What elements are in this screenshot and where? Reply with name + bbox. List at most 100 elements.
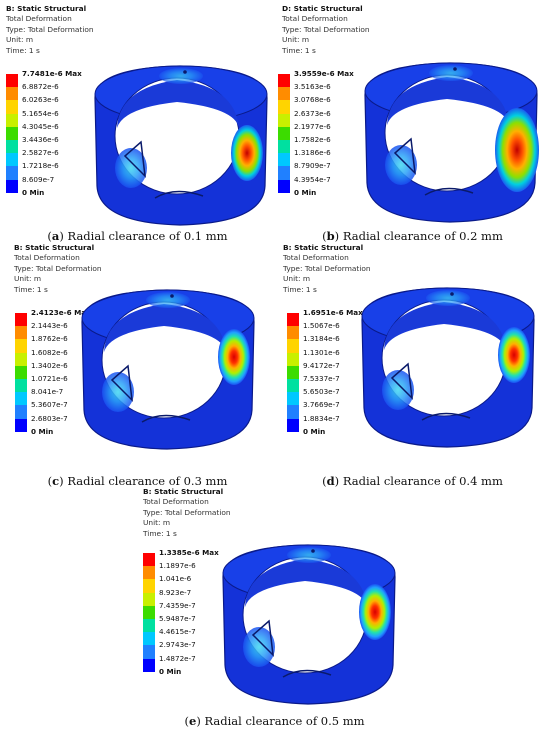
legend-swatch [287, 313, 299, 327]
legend-swatch [6, 74, 18, 88]
legend-min-label: 0 Min [294, 187, 317, 197]
legend-tick-label: 5.9487e-7 [159, 614, 196, 623]
max-deformation-zone [495, 108, 539, 192]
bore-slot [141, 414, 191, 423]
header-line1: Total Deformation [14, 253, 80, 263]
header-title: B: Static Structural [14, 243, 95, 252]
bore-slot [393, 137, 416, 176]
oil-hole [453, 67, 457, 71]
legend-tick-label: 1.5067e-6 [303, 321, 340, 331]
bore-slot [110, 364, 133, 403]
header-line3: Unit: m [6, 35, 34, 45]
caption-letter: d [326, 474, 335, 488]
deformation-ring-image [81, 289, 255, 450]
header-line1: Total Deformation [143, 497, 209, 507]
legend-min-label: 0 Min [159, 666, 182, 676]
max-deformation-zone [218, 329, 250, 385]
legend-swatch [15, 326, 27, 340]
deformation-ring-image [361, 287, 535, 448]
legend-tick-label: 1.7582e-6 [294, 135, 331, 144]
legend-max-label: 7.7481e-6 Max [22, 69, 82, 78]
legend-swatch [15, 313, 27, 327]
caption-text: Radial clearance of 0.4 mm [342, 474, 503, 488]
legend-tick-label: 3.5163e-6 [294, 82, 331, 92]
legend-swatch [278, 87, 290, 101]
legend-tick-label: 1.7218e-6 [22, 161, 59, 171]
legend-max-label: 1.3385e-6 Max [159, 548, 219, 557]
header-line2: Type: Total Deformation [14, 263, 102, 273]
legend-tick-label: 4.4615e-7 [159, 627, 196, 637]
legend-swatch [143, 632, 155, 646]
ring-inner-wall [245, 559, 367, 607]
deformation-ring-image [364, 62, 539, 223]
low-deformation-zone [243, 627, 275, 667]
legend-tick-label: 7.5337e-7 [303, 374, 340, 383]
legend-swatch [287, 339, 299, 353]
ring-inner-wall [104, 304, 226, 352]
legend-swatch [287, 352, 299, 366]
legend-tick-label: 1.3402e-6 [31, 360, 68, 370]
legend-swatch [278, 100, 290, 114]
low-deformation-zone [146, 292, 190, 308]
legend-tick-label: 1.6082e-6 [31, 347, 68, 357]
result-header: B: Static Structural Total Deformation Typ… [143, 487, 231, 539]
legend-tick-label: 1.0721e-6 [31, 374, 68, 383]
legend-tick-label: 1.8834e-7 [303, 413, 340, 423]
header-line2: Type: Total Deformation [143, 507, 231, 517]
result-header: B: Static Structural Total Deformation Typ… [14, 243, 102, 295]
caption-text: Radial clearance of 0.3 mm [67, 474, 228, 488]
header-title: D: Static Structural [282, 4, 363, 13]
legend-swatch [143, 592, 155, 606]
figure-caption: (a) Radial clearance of 0.1 mm [47, 229, 228, 243]
legend-swatch [6, 179, 18, 193]
legend-swatch [143, 658, 155, 672]
legend-swatch [6, 126, 18, 141]
bore-slot [424, 187, 474, 196]
bore-slot [123, 140, 146, 179]
legend-tick-label: 1.1897e-6 [159, 561, 196, 571]
low-deformation-zone [385, 145, 417, 185]
legend-tick-label: 7.4359e-7 [159, 600, 196, 610]
legend-tick-label: 1.3186e-6 [294, 148, 331, 158]
legend-min-label: 0 Min [22, 187, 45, 197]
legend-swatch [287, 365, 299, 380]
header-line2: Type: Total Deformation [6, 24, 94, 34]
legend-tick-label: 5.6503e-7 [303, 387, 340, 397]
bore-slot [251, 619, 274, 658]
legend-swatch [287, 379, 299, 393]
caption-text: Radial clearance of 0.1 mm [67, 229, 228, 243]
legend-tick-label: 2.1443e-6 [31, 321, 68, 331]
result-header: D: Static Structural Total Deformation Typ… [282, 4, 370, 56]
legend-tick-label: 5.1654e-6 [22, 108, 59, 118]
legend-swatch [278, 166, 290, 180]
legend-min-label: 0 Min [31, 426, 54, 436]
header-line4: Time: 1 s [14, 284, 48, 294]
legend-swatch [143, 619, 155, 633]
bore-slot [282, 669, 332, 678]
bore-slot [154, 190, 204, 199]
header-line4: Time: 1 s [143, 528, 177, 538]
legend-tick-label: 8.041e-7 [31, 387, 64, 397]
legend-swatch [143, 605, 155, 620]
legend-tick-label: 8.7909e-7 [294, 161, 331, 171]
low-deformation-zone [382, 370, 414, 410]
legend-swatch [6, 113, 18, 127]
figure-caption: (e) Radial clearance of 0.5 mm [184, 714, 365, 728]
header-line3: Unit: m [282, 35, 310, 45]
header-line4: Time: 1 s [6, 45, 40, 55]
figure-caption: (b) Radial clearance of 0.2 mm [322, 229, 503, 243]
max-deformation-zone [231, 125, 263, 181]
caption-text: Radial clearance of 0.2 mm [342, 229, 503, 243]
caption-text: Radial clearance of 0.5 mm [204, 714, 365, 728]
legend-tick-label: 8.609e-7 [22, 174, 55, 184]
legend-swatch [143, 553, 155, 567]
header-line3: Unit: m [14, 274, 42, 284]
header-title: B: Static Structural [6, 4, 87, 13]
legend-swatch [6, 87, 18, 101]
legend-tick-label: 2.6373e-6 [294, 108, 331, 118]
header-line3: Unit: m [143, 518, 171, 528]
oil-hole [170, 294, 174, 298]
legend-tick-label: 2.1977e-6 [294, 121, 331, 131]
header-line3: Unit: m [283, 274, 311, 284]
result-header: B: Static Structural Total Deformation Typ… [283, 243, 371, 295]
